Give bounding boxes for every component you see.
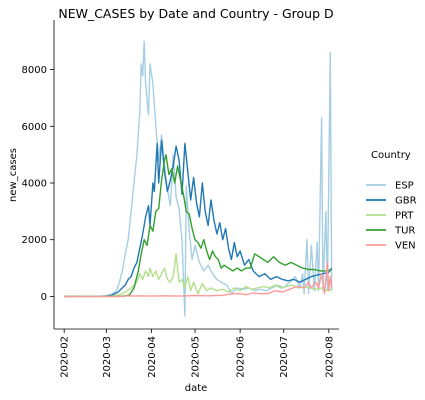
x-tick-label: 2020-03 <box>102 336 113 378</box>
legend-label-esp: ESP <box>395 181 414 192</box>
y-tick-label: 2000 <box>22 235 47 246</box>
legend-label-tur: TUR <box>394 226 415 237</box>
x-tick-label: 2020-05 <box>191 336 202 378</box>
legend-label-ven: VEN <box>395 241 416 252</box>
legend-items: ESP GBR PRT TUR VEN <box>366 181 417 252</box>
y-tick-label: 0 <box>41 292 47 303</box>
x-axis-label: date <box>185 383 208 394</box>
y-tick-label: 6000 <box>22 122 47 133</box>
plot-area: 2020-02 2020-03 2020-04 2020-05 2020-06 2020-… <box>22 20 339 378</box>
series-layer <box>64 40 333 317</box>
legend: Country ESP GBR PRT TUR VEN <box>366 150 417 252</box>
x-tick-label: 2020-06 <box>236 336 247 378</box>
series-line-tur <box>64 154 332 298</box>
y-tick-label: 8000 <box>22 65 47 76</box>
x-tick-label: 2020-04 <box>147 336 158 378</box>
series-line-esp <box>64 40 333 317</box>
legend-label-gbr: GBR <box>395 196 417 207</box>
x-tick-label: 2020-08 <box>324 336 335 378</box>
x-tick-label: 2020-02 <box>60 336 71 378</box>
series-line-prt <box>64 253 332 298</box>
x-axis-ticks: 2020-02 2020-03 2020-04 2020-05 2020-06 2020-… <box>60 329 335 378</box>
x-tick-label: 2020-07 <box>279 336 290 378</box>
legend-title: Country <box>371 150 411 161</box>
y-axis-ticks: 0 2000 4000 6000 8000 <box>22 65 54 303</box>
chart-title: NEW_CASES by Date and Country - Group D <box>58 6 333 21</box>
y-axis-label: new_cases <box>8 148 19 202</box>
y-tick-label: 4000 <box>22 179 47 190</box>
legend-label-prt: PRT <box>395 211 414 222</box>
series-line-gbr <box>64 139 333 298</box>
series-line-ven <box>64 261 333 298</box>
